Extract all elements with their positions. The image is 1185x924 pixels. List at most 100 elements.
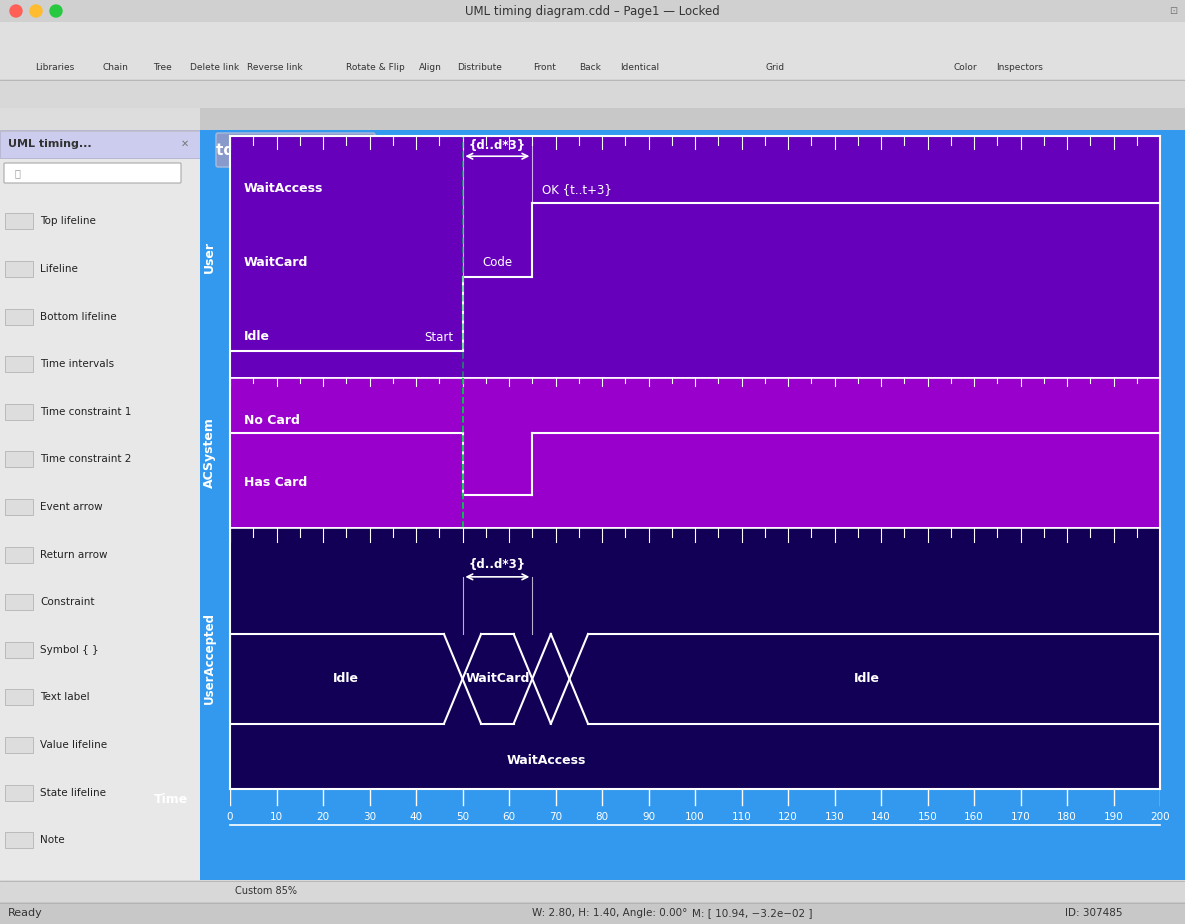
Text: 40: 40 <box>410 812 423 822</box>
Text: Idle: Idle <box>854 673 880 686</box>
Text: 170: 170 <box>1011 812 1031 822</box>
Text: 30: 30 <box>363 812 376 822</box>
Text: ⊡: ⊡ <box>1168 6 1177 16</box>
Text: Reverse link: Reverse link <box>248 63 303 72</box>
Bar <box>5 546 33 563</box>
Text: 150: 150 <box>917 812 937 822</box>
Text: Libraries: Libraries <box>36 63 75 72</box>
Text: 90: 90 <box>642 812 655 822</box>
Bar <box>5 642 33 658</box>
Text: ID: 307485: ID: 307485 <box>1065 908 1122 918</box>
Text: Start: Start <box>424 331 453 344</box>
Text: Time intervals: Time intervals <box>40 359 114 369</box>
Text: Code: Code <box>482 256 512 269</box>
Bar <box>5 594 33 610</box>
Text: Time: Time <box>154 794 188 807</box>
Text: Front: Front <box>533 63 557 72</box>
Text: ✕: ✕ <box>181 139 190 149</box>
Text: WaitCard: WaitCard <box>244 256 308 269</box>
Text: Identical: Identical <box>621 63 660 72</box>
Text: 50: 50 <box>456 812 469 822</box>
Bar <box>5 737 33 753</box>
Text: Delete link: Delete link <box>191 63 239 72</box>
Text: Custom 85%: Custom 85% <box>235 886 297 896</box>
Text: {d..d*3}: {d..d*3} <box>469 558 526 571</box>
Text: User: User <box>203 241 216 273</box>
Text: 🔍: 🔍 <box>15 168 21 178</box>
Text: Tree: Tree <box>153 63 172 72</box>
Text: Text label: Text label <box>40 692 90 702</box>
Text: Has Card: Has Card <box>244 476 307 489</box>
Bar <box>5 261 33 277</box>
Text: Return arrow: Return arrow <box>40 550 108 560</box>
Text: M: [ 10.94, −3.2e−02 ]: M: [ 10.94, −3.2e−02 ] <box>692 908 813 918</box>
Text: Bottom lifeline: Bottom lifeline <box>40 311 116 322</box>
Text: Grid: Grid <box>766 63 784 72</box>
Bar <box>5 356 33 372</box>
Text: Color: Color <box>953 63 976 72</box>
Bar <box>5 404 33 419</box>
Text: ACSystem: ACSystem <box>203 418 216 488</box>
Text: 130: 130 <box>825 812 845 822</box>
Text: UserAccepted: UserAccepted <box>203 613 216 704</box>
Text: Event arrow: Event arrow <box>40 502 103 512</box>
Text: Lifeline: Lifeline <box>40 264 78 274</box>
Text: 160: 160 <box>965 812 984 822</box>
Text: 0: 0 <box>226 812 233 822</box>
Bar <box>5 833 33 848</box>
Circle shape <box>9 5 23 17</box>
Text: State lifeline: State lifeline <box>40 787 105 797</box>
Text: Ready: Ready <box>8 908 43 918</box>
Text: 60: 60 <box>502 812 515 822</box>
Circle shape <box>30 5 41 17</box>
Bar <box>5 499 33 515</box>
Text: Top lifeline: Top lifeline <box>40 216 96 226</box>
Text: UML timing...: UML timing... <box>8 139 91 149</box>
Text: Rotate & Flip: Rotate & Flip <box>346 63 404 72</box>
Text: 110: 110 <box>731 812 751 822</box>
Text: Constraint: Constraint <box>40 597 95 607</box>
Text: 120: 120 <box>779 812 798 822</box>
Text: Back: Back <box>579 63 601 72</box>
Text: Distribute: Distribute <box>457 63 502 72</box>
Bar <box>5 784 33 800</box>
Text: 20: 20 <box>316 812 329 822</box>
Text: 200: 200 <box>1151 812 1170 822</box>
FancyBboxPatch shape <box>4 163 181 183</box>
Text: Align: Align <box>418 63 442 72</box>
Bar <box>5 451 33 468</box>
Text: OK {t..t+3}: OK {t..t+3} <box>542 184 611 197</box>
Text: Time constraint 2: Time constraint 2 <box>40 455 132 465</box>
Text: Frame, fragment: Frame, fragment <box>40 882 127 893</box>
Text: WaitAccess: WaitAccess <box>244 182 324 195</box>
Text: 180: 180 <box>1057 812 1077 822</box>
Text: td Timing Diagram: td Timing Diagram <box>216 142 376 157</box>
Bar <box>5 309 33 324</box>
Text: Value lifeline: Value lifeline <box>40 740 107 750</box>
FancyBboxPatch shape <box>216 133 374 167</box>
Text: Note: Note <box>40 835 65 845</box>
Text: Inspectors: Inspectors <box>997 63 1044 72</box>
Text: Time constraint 1: Time constraint 1 <box>40 407 132 417</box>
Text: Idle: Idle <box>244 330 270 343</box>
Text: 70: 70 <box>549 812 562 822</box>
Text: UML timing diagram.cdd – Page1 — Locked: UML timing diagram.cdd – Page1 — Locked <box>466 5 719 18</box>
Text: WaitCard: WaitCard <box>466 673 530 686</box>
Circle shape <box>50 5 62 17</box>
Text: 190: 190 <box>1103 812 1123 822</box>
Text: Symbol { }: Symbol { } <box>40 645 98 655</box>
Bar <box>0 130 200 158</box>
Text: WaitAccess: WaitAccess <box>506 754 585 767</box>
Text: W: 2.80, H: 1.40, Angle: 0.00°: W: 2.80, H: 1.40, Angle: 0.00° <box>532 908 687 918</box>
Bar <box>5 689 33 705</box>
Text: 10: 10 <box>270 812 283 822</box>
Text: 140: 140 <box>871 812 891 822</box>
Text: 100: 100 <box>685 812 705 822</box>
Text: No Card: No Card <box>244 414 300 427</box>
Bar <box>5 880 33 895</box>
Text: {d..d*3}: {d..d*3} <box>469 139 526 152</box>
Text: Idle: Idle <box>333 673 359 686</box>
Text: 80: 80 <box>595 812 609 822</box>
Text: Chain: Chain <box>102 63 128 72</box>
Bar <box>5 213 33 229</box>
